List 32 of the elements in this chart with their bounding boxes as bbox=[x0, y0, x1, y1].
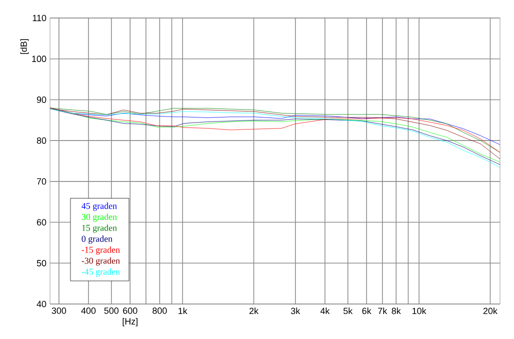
y-axis-title: [dB] bbox=[20, 39, 29, 54]
text: -30 graden bbox=[82, 257, 120, 266]
text: -15 graden bbox=[82, 246, 120, 255]
y-tick-label: 110 bbox=[32, 14, 46, 22]
x-tick-label: 1k bbox=[178, 308, 188, 314]
x-tick-label: 800 bbox=[152, 308, 167, 314]
x-tick-label: 3k bbox=[291, 308, 300, 314]
x-tick-label: 5k bbox=[343, 308, 353, 314]
x-tick-label: 300 bbox=[52, 308, 66, 314]
text: 15 graden bbox=[82, 224, 117, 233]
y-tick-label: 40 bbox=[36, 300, 46, 308]
y-tick-label: 60 bbox=[36, 219, 46, 226]
y-tick-label: 70 bbox=[36, 178, 46, 185]
x-tick-label: 7k bbox=[378, 308, 388, 314]
y-tick-label: 80 bbox=[36, 137, 46, 144]
x-tick-label: 600 bbox=[123, 308, 138, 314]
text: 45 graden bbox=[82, 202, 117, 211]
text: 30 graden bbox=[82, 214, 117, 222]
text: -45 graden bbox=[82, 268, 120, 277]
y-tick-label: 100 bbox=[32, 56, 46, 62]
x-tick-label: 6k bbox=[362, 308, 372, 314]
x-tick-label: 8k bbox=[392, 308, 401, 314]
x-tick-label: 2k bbox=[249, 308, 259, 314]
y-tick-label: 90 bbox=[36, 96, 46, 103]
text: 0 graden bbox=[82, 236, 112, 244]
x-tick-label: 4k bbox=[320, 308, 330, 314]
x-tick-label: 500 bbox=[104, 308, 119, 314]
y-tick-label: 50 bbox=[36, 260, 46, 266]
x-tick-label: 20k bbox=[483, 308, 498, 314]
x-tick-label: 400 bbox=[81, 308, 96, 314]
x-axis-title: [Hz] bbox=[122, 318, 138, 326]
x-tick-label: 10k bbox=[412, 308, 426, 314]
